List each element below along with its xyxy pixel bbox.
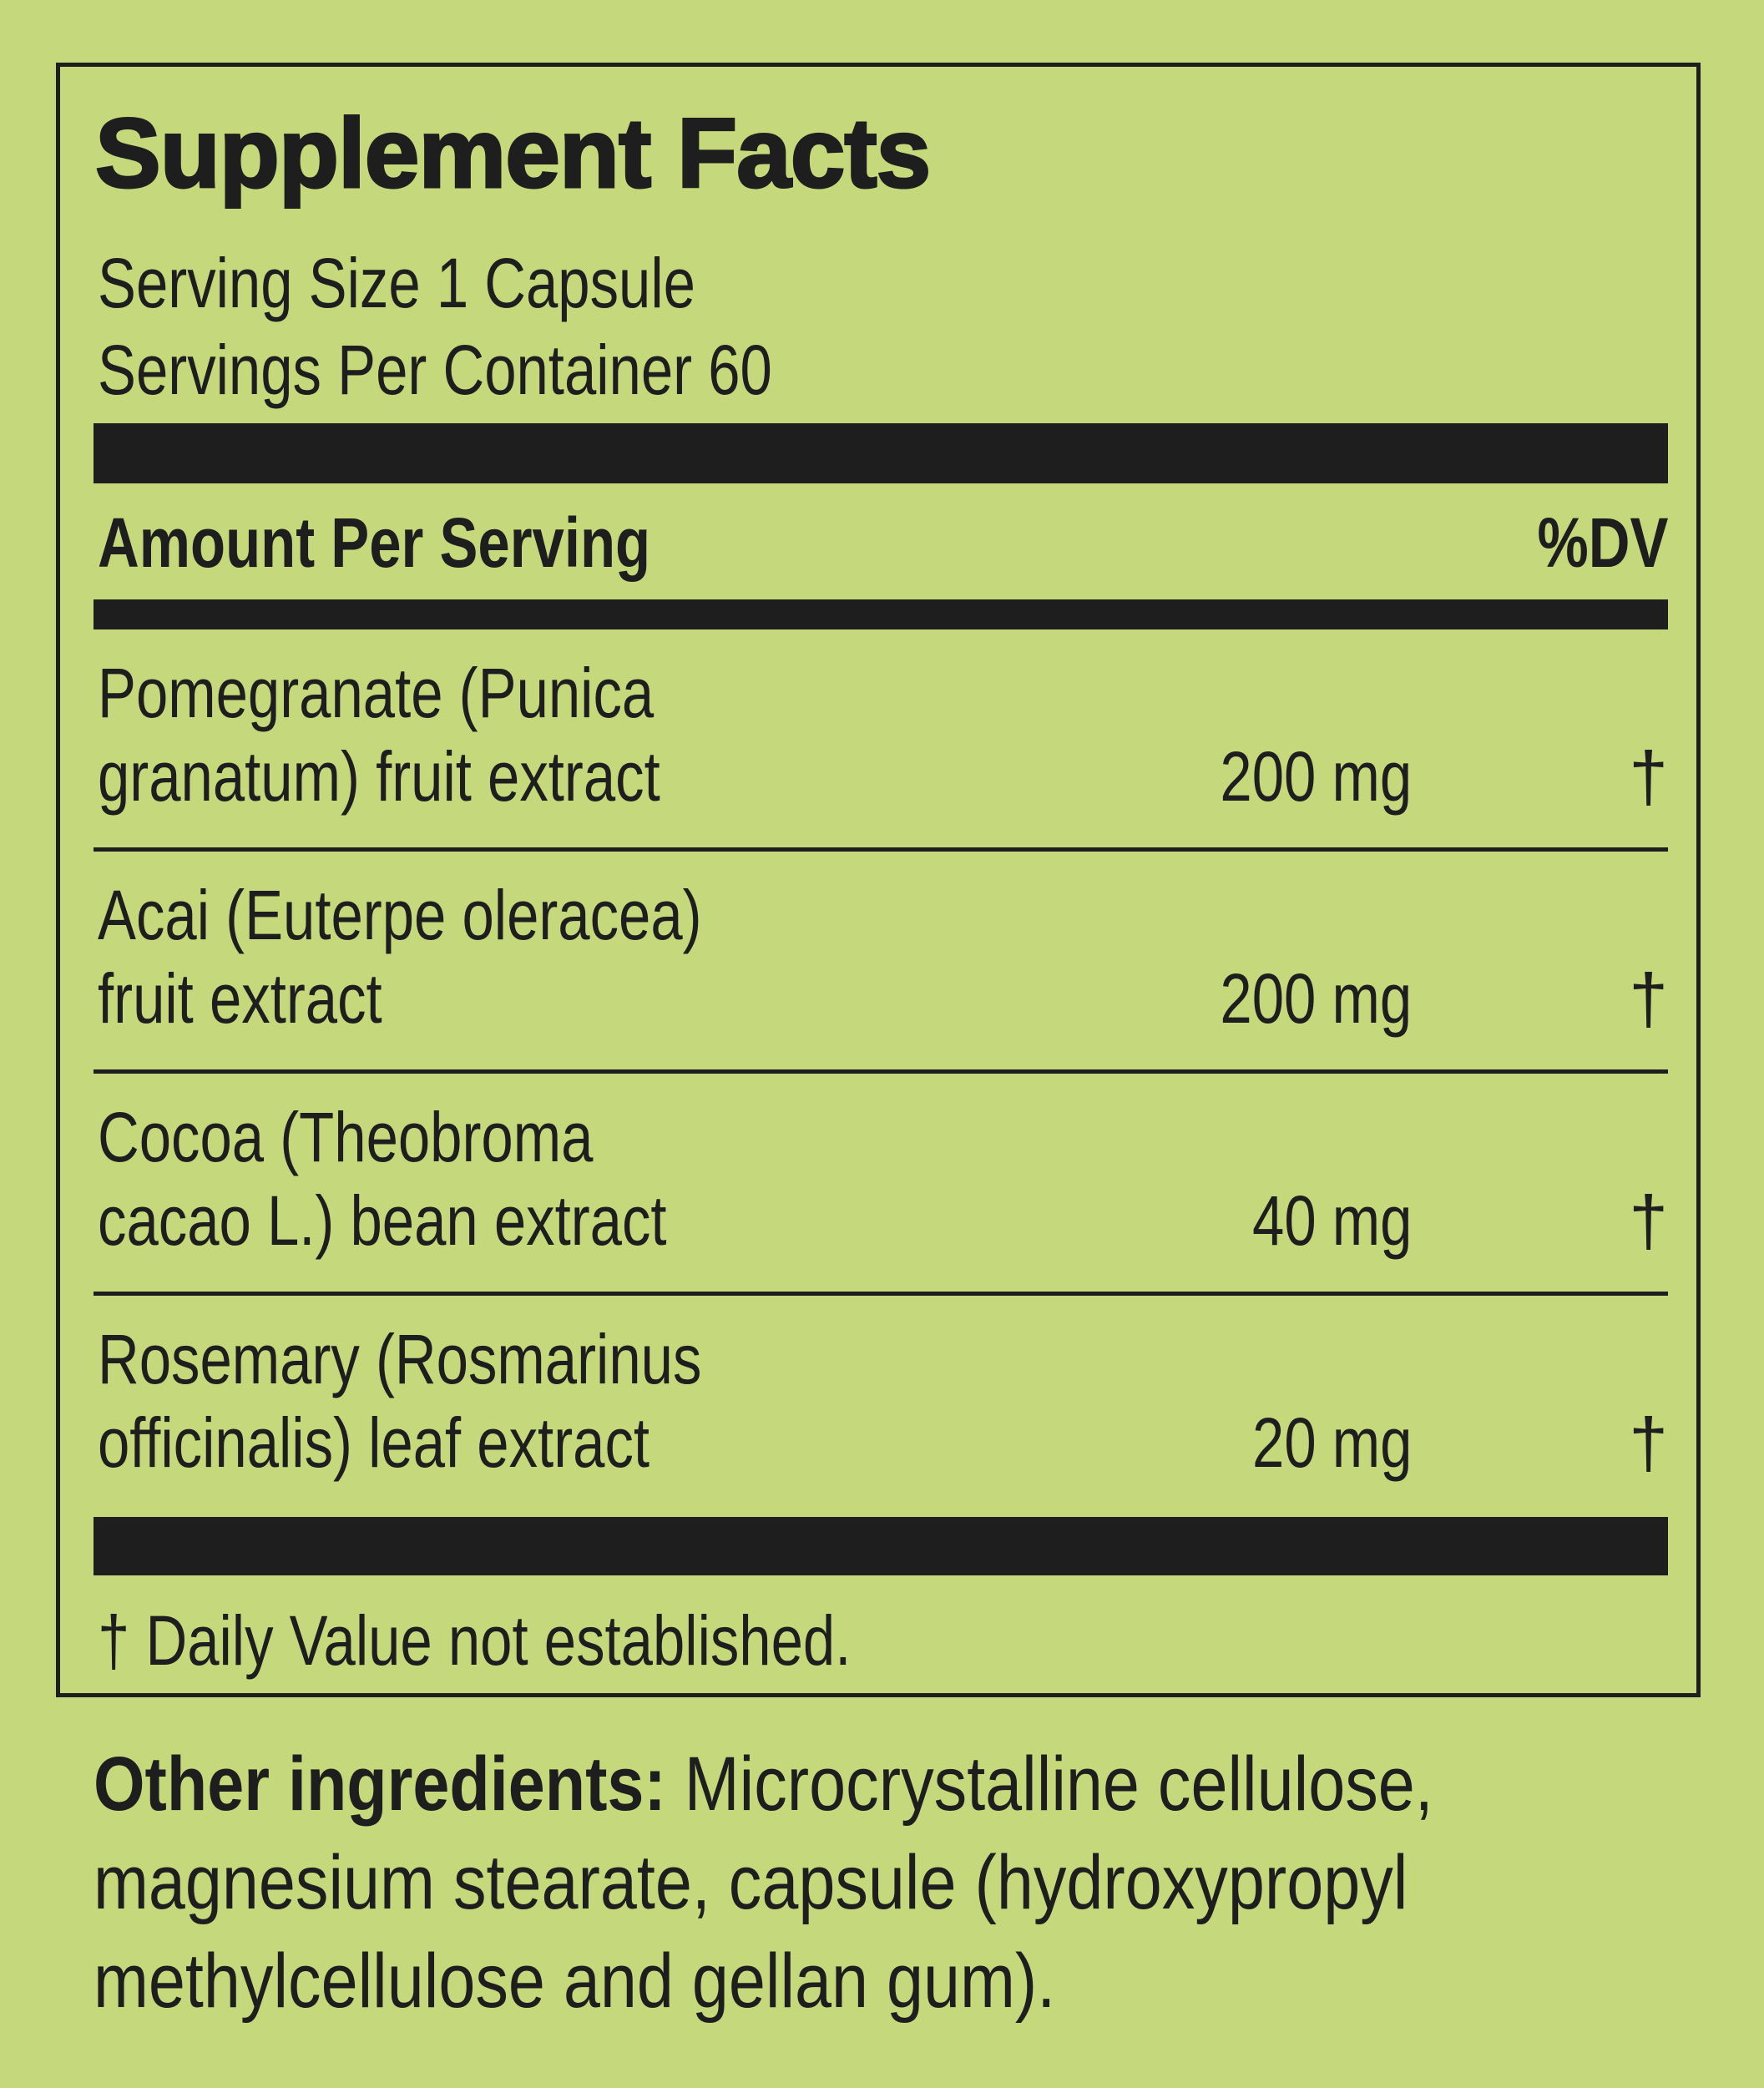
ingredient-name: Cocoa (Theobroma cacao L.) bean extract bbox=[98, 1095, 791, 1262]
other-ingredients-line: Other ingredients: Microcrystalline cell… bbox=[94, 1735, 1433, 1833]
medium-divider bbox=[94, 599, 1668, 629]
amount-text: 20 mg bbox=[1251, 1403, 1412, 1482]
serving-size: Serving Size 1 Capsule bbox=[98, 241, 826, 325]
name-line: Pomegranate (Punica bbox=[98, 654, 655, 732]
name-line: granatum) fruit extract bbox=[98, 737, 660, 816]
supplement-facts-panel: Supplement Facts Serving Size 1 Capsule … bbox=[56, 63, 1701, 1697]
dagger-mark: † bbox=[1629, 1181, 1668, 1260]
ingredient-name: Rosemary (Rosmarinus officinalis) leaf ex… bbox=[98, 1317, 834, 1484]
other-ingredients-line: magnesium stearate, capsule (hydroxyprop… bbox=[94, 1840, 1408, 1925]
ingredient-amount: 200 mg bbox=[1178, 735, 1412, 818]
other-ingredients-text: Microcrystalline cellulose, bbox=[665, 1742, 1433, 1827]
ingredient-amount: 200 mg bbox=[1178, 957, 1412, 1040]
title-text: Supplement Facts bbox=[94, 99, 932, 209]
ingredient-name: Pomegranate (Punica granatum) fruit extra… bbox=[98, 651, 784, 818]
ingredient-amount: 40 mg bbox=[1217, 1179, 1412, 1262]
amount-text: 40 mg bbox=[1251, 1181, 1412, 1260]
name-line: cacao L.) bean extract bbox=[98, 1181, 667, 1260]
other-ingredients-line: methylcellulose and gellan gum). bbox=[94, 1939, 1056, 2024]
name-line: officinalis) leaf extract bbox=[98, 1403, 650, 1482]
servings-per-container-text: Servings Per Container 60 bbox=[98, 331, 772, 409]
ingredient-amount: 20 mg bbox=[1217, 1401, 1412, 1484]
amount-text: 200 mg bbox=[1220, 737, 1412, 816]
ingredient-list: Pomegranate (Punica granatum) fruit extra… bbox=[94, 629, 1668, 1518]
ingredient-row: Rosemary (Rosmarinus officinalis) leaf ex… bbox=[94, 1296, 1668, 1518]
name-line: Rosemary (Rosmarinus bbox=[98, 1320, 702, 1398]
dv-label: %DV bbox=[1537, 503, 1668, 582]
serving-size-text: Serving Size 1 Capsule bbox=[98, 244, 695, 322]
amount-per-serving-label: Amount Per Serving bbox=[98, 503, 651, 582]
name-line: fruit extract bbox=[98, 959, 382, 1038]
dagger-mark: † bbox=[1629, 959, 1668, 1038]
servings-per-container: Servings Per Container 60 bbox=[98, 328, 920, 412]
other-ingredients-label: Other ingredients: bbox=[94, 1742, 666, 1827]
ingredient-name: Acai (Euterpe oleracea) fruit extract bbox=[98, 873, 834, 1040]
thick-divider bbox=[94, 1517, 1668, 1575]
name-line: Acai (Euterpe oleracea) bbox=[98, 876, 702, 954]
ingredient-row: Cocoa (Theobroma cacao L.) bean extract 4… bbox=[94, 1074, 1668, 1296]
name-line: Cocoa (Theobroma bbox=[98, 1098, 594, 1176]
ingredient-row: Pomegranate (Punica granatum) fruit extra… bbox=[94, 629, 1668, 852]
column-header: Amount Per Serving %DV bbox=[98, 501, 1668, 584]
footnote: † Daily Value not established. bbox=[98, 1599, 1016, 1682]
panel-title: Supplement Facts bbox=[94, 99, 932, 209]
footnote-text: † Daily Value not established. bbox=[98, 1601, 852, 1680]
other-ingredients: Other ingredients: Microcrystalline cell… bbox=[94, 1735, 1651, 2030]
dagger-mark: † bbox=[1629, 737, 1668, 816]
ingredient-row: Acai (Euterpe oleracea) fruit extract 200… bbox=[94, 852, 1668, 1074]
dagger-mark: † bbox=[1629, 1403, 1668, 1482]
thick-divider bbox=[94, 423, 1668, 483]
amount-text: 200 mg bbox=[1220, 959, 1412, 1038]
